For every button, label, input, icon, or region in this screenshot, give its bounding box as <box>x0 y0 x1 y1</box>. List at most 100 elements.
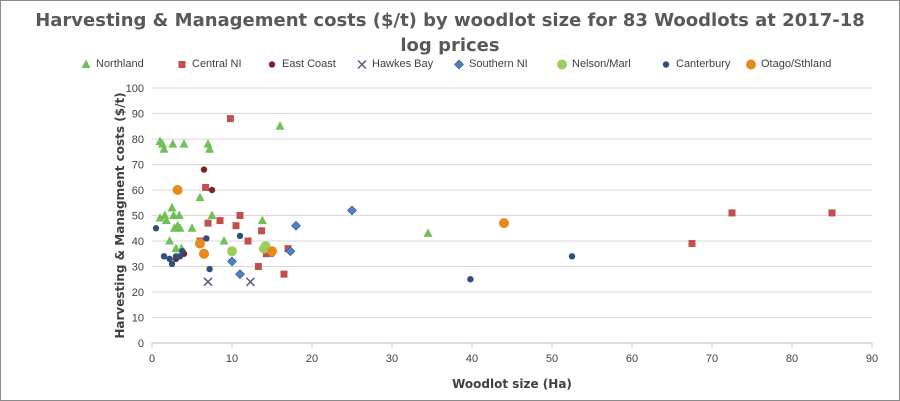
data-point-central-ni <box>216 217 224 225</box>
legend-label: Hawkes Bay <box>372 58 434 70</box>
data-point-central-ni <box>202 183 210 191</box>
data-point-east-coast <box>200 166 208 173</box>
data-point-northland <box>159 144 169 153</box>
legend-label: Otago/Sthland <box>761 58 832 70</box>
data-point-central-ni <box>828 209 836 217</box>
data-point-canterbury <box>179 248 186 255</box>
data-point-northland <box>155 213 165 222</box>
data-point-otago-sthland <box>499 218 509 229</box>
legend-label: Southern NI <box>469 58 528 70</box>
y-tick-label: 80 <box>132 134 144 146</box>
data-point-northland <box>179 139 189 148</box>
chart-title: Harvesting & Management costs ($/t) by w… <box>35 10 865 31</box>
data-point-southern-ni <box>285 246 296 257</box>
legend-marker-nelson-marl <box>557 59 567 70</box>
data-point-northland <box>257 215 267 225</box>
y-tick-label: 90 <box>132 109 144 121</box>
x-tick-label: 0 <box>149 353 155 365</box>
legend-marker-hawkes-bay <box>357 59 367 70</box>
y-tick-label: 10 <box>132 313 144 325</box>
data-point-northland <box>205 144 215 153</box>
data-point-central-ni <box>236 212 244 219</box>
series-southern-ni <box>227 205 357 280</box>
legend-marker-shape <box>746 59 756 70</box>
data-point-east-coast <box>208 186 216 194</box>
data-point-canterbury <box>467 276 474 283</box>
legend-item-nelson-marl: Nelson/Marl <box>556 58 631 70</box>
data-point-central-ni <box>280 270 288 278</box>
data-point-canterbury <box>168 260 176 268</box>
legend-item-east-coast: East Coast <box>266 58 336 70</box>
series-canterbury <box>152 225 576 283</box>
x-tick-label: 40 <box>466 353 478 365</box>
data-point-northland <box>203 139 213 148</box>
y-axis-title: Harvesting & Managment costs ($/t) <box>113 92 127 338</box>
data-point-northland <box>160 210 170 219</box>
data-point-northland <box>187 223 197 232</box>
data-point-canterbury <box>203 235 210 242</box>
data-point-otago-sthland <box>172 185 183 195</box>
legend-marker-northland <box>81 59 91 68</box>
data-point-central-ni <box>204 219 212 227</box>
data-point-central-ni <box>258 227 266 235</box>
legend-label: Central NI <box>192 58 242 70</box>
data-point-canterbury <box>176 253 184 260</box>
data-point-southern-ni <box>291 220 301 231</box>
legend-marker-shape <box>178 61 186 68</box>
data-point-northland <box>165 236 175 245</box>
x-axis-title: Woodlot size (Ha) <box>452 377 572 391</box>
data-point-canterbury <box>206 265 213 273</box>
data-point-southern-ni <box>347 205 357 216</box>
y-tick-label: 30 <box>132 262 144 274</box>
legend-marker-canterbury <box>662 61 670 68</box>
legend-label: Canterbury <box>676 58 731 70</box>
data-point-central-ni <box>244 237 252 245</box>
legend-marker-shape <box>357 59 367 70</box>
legend-label: Northland <box>96 58 144 70</box>
legend-item-northland: Northland <box>80 58 144 70</box>
data-point-canterbury <box>152 225 160 232</box>
data-point-southern-ni <box>227 256 237 267</box>
legend-item-canterbury: Canterbury <box>660 58 730 70</box>
data-point-northland <box>174 210 184 219</box>
legend-label: East Coast <box>282 58 336 70</box>
data-point-central-ni <box>226 115 234 123</box>
data-point-northland <box>167 202 177 212</box>
legend-marker-central-ni <box>178 61 186 68</box>
y-tick-label: 60 <box>132 185 144 197</box>
legend-item-hawkes-bay: Hawkes Bay <box>356 58 433 70</box>
data-point-canterbury <box>166 255 173 263</box>
x-tick-label: 20 <box>306 353 318 365</box>
data-point-hawkes-bay <box>245 277 255 287</box>
x-tick-label: 30 <box>386 353 398 365</box>
data-point-northland <box>168 139 178 148</box>
data-point-northland <box>195 192 205 202</box>
legend-marker-southern-ni <box>454 59 464 70</box>
x-tick-label: 10 <box>226 353 238 365</box>
legend-item-otago-sthland: Otago/Sthland <box>745 58 831 70</box>
legend: Northland Central NI East Coast Hawkes Bay S… <box>80 58 860 74</box>
series-hawkes-bay <box>203 277 255 287</box>
data-point-northland <box>423 228 433 237</box>
data-point-northland <box>219 236 229 245</box>
x-tick-label: 70 <box>706 353 718 365</box>
series-northland <box>155 121 433 253</box>
series-otago-sthland <box>172 185 509 259</box>
data-point-northland <box>207 210 217 219</box>
legend-marker-shape <box>268 61 276 68</box>
legend-item-southern-ni: Southern NI <box>453 58 528 70</box>
legend-marker-east-coast <box>268 61 276 68</box>
data-point-central-ni <box>254 263 262 270</box>
legend-marker-shape <box>557 59 567 70</box>
chart-title-line-2: log prices <box>400 35 500 56</box>
legend-label: Nelson/Marl <box>572 58 631 70</box>
data-point-canterbury <box>568 253 576 260</box>
data-point-otago-sthland <box>267 246 277 257</box>
data-point-central-ni <box>688 240 696 248</box>
data-point-hawkes-bay <box>203 277 213 287</box>
y-tick-label: 0 <box>138 338 144 350</box>
x-tick-label: 90 <box>866 353 878 365</box>
x-tick-label: 60 <box>626 353 638 365</box>
data-point-northland <box>175 223 185 232</box>
data-point-central-ni <box>284 245 292 253</box>
